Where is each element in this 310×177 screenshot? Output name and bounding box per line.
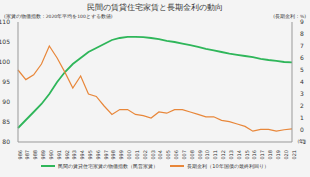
svg-text:9: 9 xyxy=(300,18,302,25)
svg-text:2013: 2013 xyxy=(228,150,234,160)
svg-text:2021: 2021 xyxy=(291,150,297,160)
svg-text:7: 7 xyxy=(300,42,302,49)
svg-text:1: 1 xyxy=(300,114,302,121)
svg-text:2003: 2003 xyxy=(150,150,156,160)
svg-text:3: 3 xyxy=(300,90,302,97)
svg-text:2004: 2004 xyxy=(157,150,163,160)
svg-text:2018: 2018 xyxy=(267,150,273,160)
svg-text:2014: 2014 xyxy=(236,150,242,160)
svg-text:2012: 2012 xyxy=(220,150,226,160)
svg-text:2006: 2006 xyxy=(173,150,179,160)
svg-text:1992: 1992 xyxy=(64,150,70,160)
svg-text:80: 80 xyxy=(8,138,10,145)
svg-text:2020: 2020 xyxy=(283,150,289,160)
svg-text:105: 105 xyxy=(8,38,10,45)
svg-text:2005: 2005 xyxy=(165,150,171,160)
svg-text:90: 90 xyxy=(8,98,10,105)
svg-text:95: 95 xyxy=(8,78,10,85)
svg-text:4: 4 xyxy=(300,78,302,85)
svg-text:1987: 1987 xyxy=(24,150,30,160)
svg-text:85: 85 xyxy=(8,118,10,125)
svg-text:2019: 2019 xyxy=(275,150,281,160)
svg-text:1997: 1997 xyxy=(103,150,109,160)
svg-text:1994: 1994 xyxy=(79,150,85,160)
svg-text:1998: 1998 xyxy=(110,150,116,160)
svg-text:6: 6 xyxy=(300,54,302,61)
svg-text:1991: 1991 xyxy=(56,150,62,160)
svg-text:1990: 1990 xyxy=(48,150,54,160)
svg-text:2007: 2007 xyxy=(181,150,187,160)
svg-text:2000: 2000 xyxy=(126,150,132,160)
svg-text:2017: 2017 xyxy=(259,150,265,160)
svg-text:2010: 2010 xyxy=(204,150,210,160)
svg-text:1988: 1988 xyxy=(32,150,38,160)
svg-text:2002: 2002 xyxy=(142,150,148,160)
svg-text:1989: 1989 xyxy=(40,150,46,160)
svg-text:100: 100 xyxy=(8,58,10,65)
svg-text:2009: 2009 xyxy=(197,150,203,160)
svg-text:1996: 1996 xyxy=(95,150,101,160)
svg-text:-1: -1 xyxy=(300,138,302,145)
svg-text:1999: 1999 xyxy=(118,150,124,160)
svg-text:2: 2 xyxy=(300,102,302,109)
svg-text:2016: 2016 xyxy=(251,150,257,160)
svg-text:2001: 2001 xyxy=(134,150,140,160)
svg-text:2015: 2015 xyxy=(244,150,250,160)
svg-text:8: 8 xyxy=(300,30,302,37)
svg-text:110: 110 xyxy=(8,18,10,25)
svg-text:2008: 2008 xyxy=(189,150,195,160)
svg-text:1995: 1995 xyxy=(87,150,93,160)
svg-text:1993: 1993 xyxy=(71,150,77,160)
svg-text:2011: 2011 xyxy=(212,150,218,160)
svg-text:1986: 1986 xyxy=(17,150,23,160)
svg-text:0: 0 xyxy=(300,126,302,133)
svg-text:5: 5 xyxy=(300,66,302,73)
